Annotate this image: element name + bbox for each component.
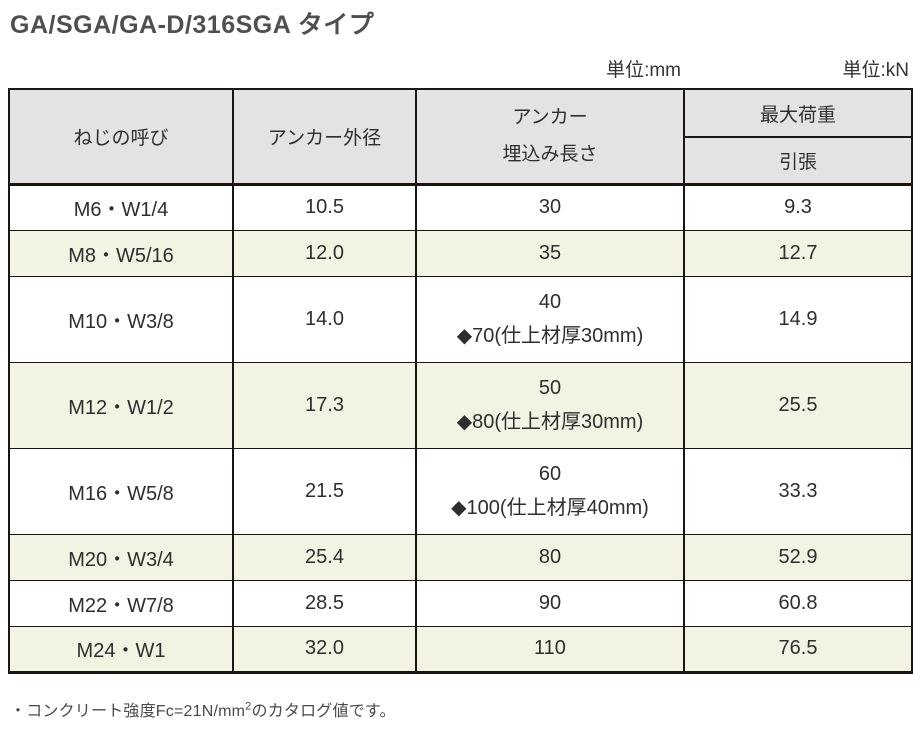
- spec-table: ねじの呼び アンカー外径 アンカー 埋込み長さ 最大荷重 引張 M6・W1/4 1…: [8, 88, 913, 674]
- embedment-line: 30: [538, 196, 562, 218]
- table-header: ねじの呼び アンカー外径 アンカー 埋込み長さ 最大荷重 引張: [8, 88, 913, 185]
- embedment-line: 50: [538, 377, 562, 399]
- cell-embedment: 90: [415, 579, 685, 627]
- cell-thread-size: M12・W1/2: [8, 361, 234, 449]
- header-embedment: アンカー 埋込み長さ: [415, 88, 685, 185]
- header-outer-diameter: アンカー外径: [232, 88, 417, 185]
- embedment-line: 60: [538, 463, 562, 485]
- cell-embedment: 30: [415, 182, 685, 231]
- table-row: M8・W5/16 12.0 35 12.7: [8, 229, 913, 277]
- cell-outer-diameter: 14.0: [232, 275, 417, 363]
- cell-embedment: 50 ◆80(仕上材厚30mm): [415, 361, 685, 449]
- footnote-text: ・コンクリート強度Fc=21N/mm: [10, 703, 246, 720]
- table-row: M22・W7/8 28.5 90 60.8: [8, 579, 913, 627]
- cell-embedment: 80: [415, 533, 685, 581]
- header-embedment-line1: アンカー: [512, 107, 588, 129]
- embedment-line: 40: [538, 291, 562, 313]
- embedment-line: ◆70(仕上材厚30mm): [456, 325, 644, 347]
- table-row: M10・W3/8 14.0 40 ◆70(仕上材厚30mm) 14.9: [8, 275, 913, 363]
- header-tension: 引張: [683, 136, 913, 185]
- embedment-line: ◆100(仕上材厚40mm): [451, 497, 649, 519]
- cell-thread-size: M20・W3/4: [8, 533, 234, 581]
- unit-mm-label: 単位:mm: [606, 60, 681, 81]
- cell-embedment: 110: [415, 625, 685, 674]
- unit-kn-label: 単位:kN: [842, 60, 909, 81]
- cell-embedment: 35: [415, 229, 685, 277]
- embedment-line: ◆80(仕上材厚30mm): [456, 411, 644, 433]
- table-row: M6・W1/4 10.5 30 9.3: [8, 182, 913, 231]
- cell-outer-diameter: 12.0: [232, 229, 417, 277]
- cell-tension: 33.3: [683, 447, 913, 535]
- header-embedment-line2: 埋込み長さ: [502, 144, 598, 166]
- cell-embedment: 40 ◆70(仕上材厚30mm): [415, 275, 685, 363]
- footnote: ・コンクリート強度Fc=21N/mm2のカタログ値です。: [10, 697, 396, 721]
- cell-outer-diameter: 28.5: [232, 579, 417, 627]
- cell-thread-size: M6・W1/4: [8, 182, 234, 231]
- cell-thread-size: M24・W1: [8, 625, 234, 674]
- cell-tension: 12.7: [683, 229, 913, 277]
- embedment-line: 80: [538, 545, 562, 568]
- cell-thread-size: M16・W5/8: [8, 447, 234, 535]
- table-row: M16・W5/8 21.5 60 ◆100(仕上材厚40mm) 33.3: [8, 447, 913, 535]
- header-max-load: 最大荷重: [683, 88, 913, 138]
- cell-outer-diameter: 17.3: [232, 361, 417, 449]
- cell-tension: 76.5: [683, 625, 913, 674]
- embedment-line: 110: [534, 637, 566, 659]
- unit-labels: 単位:mm 単位:kN: [8, 55, 911, 81]
- cell-thread-size: M10・W3/8: [8, 275, 234, 363]
- footnote-text-suffix: のカタログ値です。: [251, 703, 396, 720]
- cell-outer-diameter: 21.5: [232, 447, 417, 535]
- embedment-line: 35: [538, 241, 562, 264]
- cell-tension: 25.5: [683, 361, 913, 449]
- cell-thread-size: M22・W7/8: [8, 579, 234, 627]
- table-body: M6・W1/4 10.5 30 9.3 M8・W5/16 12.0 35 12.7 M10・W3…: [8, 182, 913, 674]
- table-row: M24・W1 32.0 110 76.5: [8, 625, 913, 674]
- cell-tension: 9.3: [683, 182, 913, 231]
- cell-outer-diameter: 10.5: [232, 182, 417, 231]
- cell-tension: 52.9: [683, 533, 913, 581]
- cell-outer-diameter: 32.0: [232, 625, 417, 674]
- cell-embedment: 60 ◆100(仕上材厚40mm): [415, 447, 685, 535]
- cell-outer-diameter: 25.4: [232, 533, 417, 581]
- header-thread-size: ねじの呼び: [8, 88, 234, 185]
- embedment-line: 90: [538, 591, 562, 614]
- table-row: M12・W1/2 17.3 50 ◆80(仕上材厚30mm) 25.5: [8, 361, 913, 449]
- cell-thread-size: M8・W5/16: [8, 229, 234, 277]
- page-title: GA/SGA/GA-D/316SGA タイプ: [10, 11, 375, 39]
- cell-tension: 60.8: [683, 579, 913, 627]
- footnote-superscript: 2: [245, 700, 252, 713]
- table-row: M20・W3/4 25.4 80 52.9: [8, 533, 913, 581]
- cell-tension: 14.9: [683, 275, 913, 363]
